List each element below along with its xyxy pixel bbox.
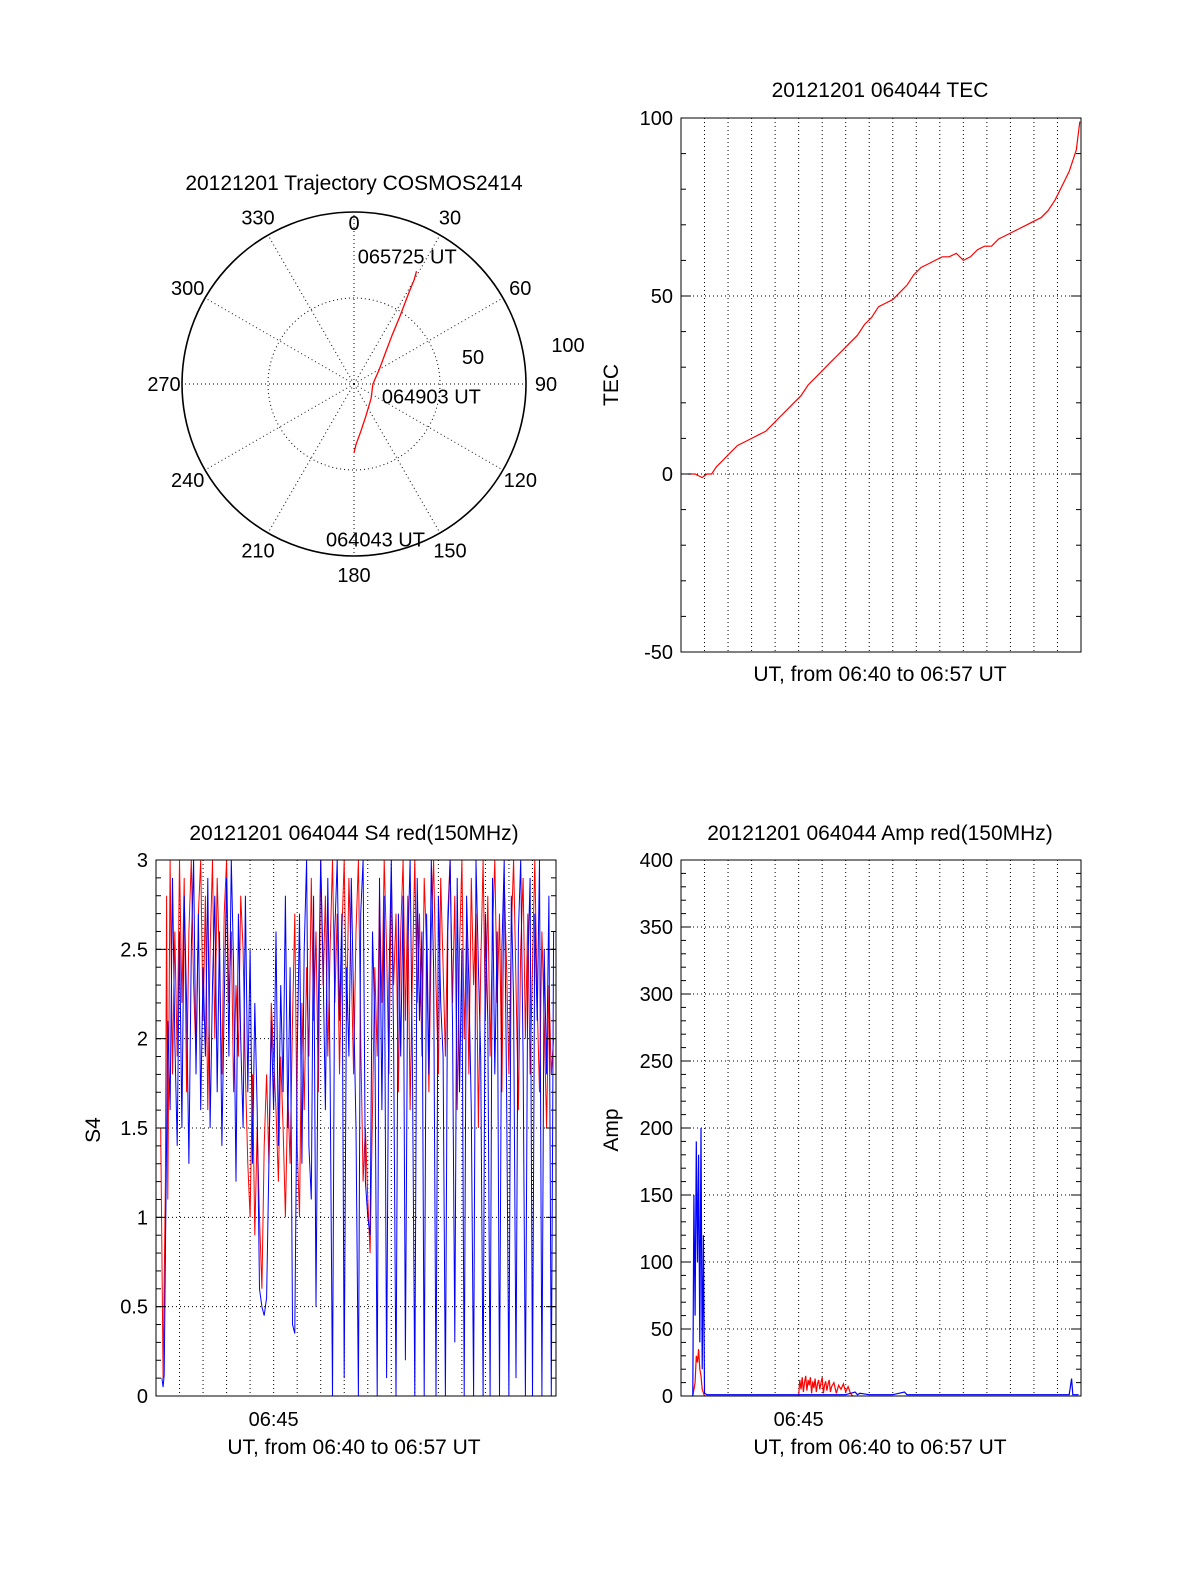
polar-radial-label: 50 xyxy=(462,347,484,369)
s4-ylabel: S4 xyxy=(82,1117,105,1143)
y-tick-label: 0 xyxy=(137,1386,148,1408)
y-tick-label: -50 xyxy=(644,642,673,664)
polar-spoke xyxy=(267,234,355,385)
polar-spoke xyxy=(353,234,441,385)
polar-angle-label: 180 xyxy=(337,565,370,587)
tec-series-line xyxy=(688,121,1081,479)
tec-ylabel: TEC xyxy=(600,364,623,406)
amp-title: 20121201 064044 Amp red(150MHz) xyxy=(707,822,1053,845)
y-tick-label: 250 xyxy=(640,1051,673,1073)
y-tick-label: 100 xyxy=(640,1252,673,1274)
polar-spoke xyxy=(204,297,355,385)
y-tick-label: 0 xyxy=(662,1386,673,1408)
amp-ylabel: Amp xyxy=(600,1108,623,1151)
polar-angle-label: 210 xyxy=(241,540,274,562)
tec-xlabel: UT, from 06:40 to 06:57 UT xyxy=(753,663,1006,686)
polar-angle-label: 270 xyxy=(147,374,180,396)
y-tick-label: 400 xyxy=(640,850,673,872)
y-tick-label: 50 xyxy=(651,1319,673,1341)
polar-angle-label: 300 xyxy=(171,278,204,300)
s4-xlabel: UT, from 06:40 to 06:57 UT xyxy=(227,1436,480,1459)
y-tick-label: 0.5 xyxy=(120,1297,148,1319)
trajectory-line xyxy=(353,271,418,453)
y-tick-label: 3 xyxy=(137,850,148,872)
trajectory-title: 20121201 Trajectory COSMOS2414 xyxy=(185,172,523,195)
trajectory-time-annotation: 065725 UT xyxy=(358,246,457,268)
polar-spoke xyxy=(353,297,504,385)
polar-angle-label: 330 xyxy=(241,208,274,230)
polar-inner-circle xyxy=(267,297,441,471)
polar-spoke xyxy=(204,383,355,471)
y-tick-label: 150 xyxy=(640,1185,673,1207)
polar-radial-label: 100 xyxy=(551,335,584,357)
s4-line-chart: 20121201 064044 S4 red(150MHz) 3 2.5 2 1.5 1… xyxy=(82,822,557,1459)
polar-angle-label: 90 xyxy=(535,374,557,396)
polar-outer-circle xyxy=(181,211,527,557)
polar-spoke xyxy=(353,383,504,471)
y-tick-label: 50 xyxy=(651,286,673,308)
y-tick-label: 2.5 xyxy=(120,939,148,961)
polar-angle-label: 60 xyxy=(509,278,531,300)
amp-blue-series-line xyxy=(692,1127,1079,1396)
polar-angle-label: 240 xyxy=(171,470,204,492)
x-tick-label: 06:45 xyxy=(774,1409,824,1431)
trajectory-polar-chart: 20121201 Trajectory COSMOS2414 0 30 60 90 12… xyxy=(147,172,584,587)
trajectory-time-annotation: 064903 UT xyxy=(382,387,481,409)
y-tick-label: 2 xyxy=(137,1029,148,1051)
s4-title: 20121201 064044 S4 red(150MHz) xyxy=(189,822,518,845)
y-tick-label: 200 xyxy=(640,1118,673,1140)
y-tick-label: 100 xyxy=(640,108,673,130)
trajectory-time-annotation: 064043 UT xyxy=(326,530,425,552)
polar-angle-label: 30 xyxy=(439,208,461,230)
amp-line-chart: 20121201 064044 Amp red(150MHz) 400 350 30… xyxy=(600,822,1082,1459)
y-tick-label: 350 xyxy=(640,917,673,939)
tec-line-chart: 20121201 064044 TEC 100 50 0 -50 UT, from 0… xyxy=(600,79,1082,686)
polar-angle-label: 0 xyxy=(348,213,359,235)
polar-angle-label: 120 xyxy=(504,470,537,492)
y-tick-label: 1 xyxy=(137,1207,148,1229)
y-tick-label: 300 xyxy=(640,984,673,1006)
y-tick-label: 0 xyxy=(662,464,673,486)
s4-blue-series-line xyxy=(161,860,555,1396)
tec-plot-frame xyxy=(680,117,1082,653)
s4-red-series-line xyxy=(160,860,555,1379)
amp-xlabel: UT, from 06:40 to 06:57 UT xyxy=(753,1436,1006,1459)
x-tick-label: 06:45 xyxy=(249,1409,299,1431)
y-tick-label: 1.5 xyxy=(120,1118,148,1140)
amp-red-series-line xyxy=(692,1349,854,1396)
polar-angle-label: 150 xyxy=(433,540,466,562)
tec-title: 20121201 064044 TEC xyxy=(772,79,989,102)
polar-spoke xyxy=(267,383,355,534)
